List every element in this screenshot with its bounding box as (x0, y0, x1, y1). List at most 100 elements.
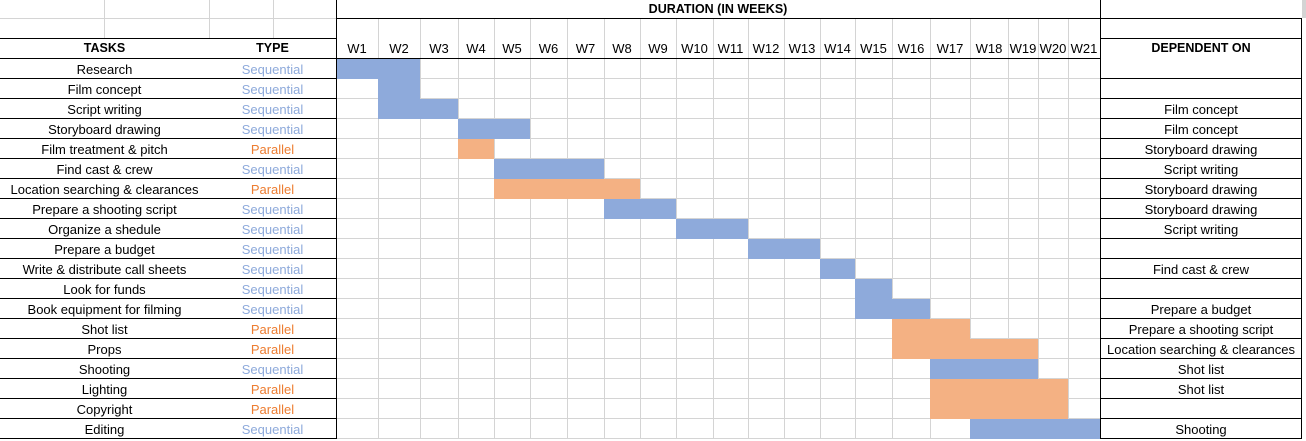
task-name: Research (76, 61, 133, 77)
task-type: Sequential (241, 301, 304, 317)
border (0, 278, 209, 279)
task-type: Sequential (241, 61, 304, 77)
week-header-w2: W2 (389, 40, 409, 56)
task-name: Props (87, 341, 122, 357)
gridline (336, 398, 1100, 399)
bar-look-for-funds (855, 279, 892, 299)
gridline (336, 158, 1100, 159)
border (1100, 38, 1302, 39)
task-type: Sequential (241, 121, 304, 137)
week-header-w15: W15 (860, 40, 887, 56)
gridline (336, 138, 1100, 139)
task-name: Look for funds (63, 281, 146, 297)
bar-organize-a-shedule (676, 219, 748, 239)
task-type: Sequential (241, 161, 304, 177)
bar-find-cast-crew (494, 159, 604, 179)
gridline (209, 0, 210, 38)
bar-prepare-a-budget (748, 239, 820, 259)
border (209, 198, 336, 199)
week-header-w7: W7 (575, 40, 596, 56)
border (209, 398, 336, 399)
bar-editing (970, 419, 1100, 439)
bar-film-treatment-pitch (458, 139, 494, 159)
gridline (336, 218, 1100, 219)
bar-storyboard-drawing (458, 119, 530, 139)
gridline (930, 18, 931, 438)
task-type: Sequential (241, 261, 304, 277)
week-header-w4: W4 (466, 40, 486, 56)
dependent-on: Film concept (1164, 121, 1238, 137)
border (1100, 378, 1302, 379)
week-header-w10: W10 (681, 40, 708, 56)
border (209, 158, 336, 159)
bar-write-distribute-call-sheets (820, 259, 855, 279)
gridline (336, 78, 1100, 79)
border (1301, 18, 1302, 439)
border (0, 78, 209, 79)
dependent-on: Find cast & crew (1152, 261, 1250, 277)
border (209, 278, 336, 279)
gridline (640, 18, 641, 438)
bar-lighting (930, 379, 1068, 399)
task-type: Sequential (241, 221, 304, 237)
task-type: Sequential (241, 81, 304, 97)
gridline (336, 318, 1100, 319)
dependent-on: Shooting (1175, 421, 1227, 437)
bar-copyright (930, 399, 1068, 419)
border (0, 178, 209, 179)
dependent-on: Shot list (1177, 381, 1225, 397)
dependent-on: Script writing (1163, 221, 1239, 237)
gridline (0, 18, 336, 19)
bar-location-searching-clearances (494, 179, 640, 199)
border (1100, 238, 1302, 239)
border (1100, 198, 1302, 199)
task-name: Storyboard drawing (48, 121, 161, 137)
border (0, 318, 209, 319)
border (336, 18, 1302, 19)
task-type: Parallel (250, 341, 295, 357)
dependent-on (1100, 279, 1302, 299)
task-name: Find cast & crew (56, 161, 153, 177)
bar-research (336, 59, 420, 79)
border (0, 238, 209, 239)
task-name: Prepare a shooting script (32, 201, 177, 217)
border (1100, 318, 1302, 319)
border (209, 358, 336, 359)
border (1100, 98, 1302, 99)
border (1100, 298, 1302, 299)
border (209, 298, 336, 299)
task-name: Shot list (81, 321, 128, 337)
week-header-w8: W8 (612, 40, 632, 56)
gridline (855, 18, 856, 438)
gridline (336, 358, 1100, 359)
border (209, 418, 336, 419)
gridline (1302, 0, 1306, 18)
gridline (458, 18, 459, 438)
border (209, 378, 336, 379)
task-name: Film concept (67, 81, 142, 97)
gridline (420, 18, 421, 438)
gridline (336, 118, 1100, 119)
gridline (1038, 18, 1039, 438)
dependent-on (1100, 239, 1302, 259)
border (0, 438, 209, 439)
border (1100, 118, 1302, 119)
week-header-w11: W11 (717, 40, 744, 56)
dependent-on: Storyboard drawing (1144, 141, 1258, 157)
dependent-on: Film concept (1164, 101, 1238, 117)
gridline (784, 18, 785, 438)
border (209, 238, 336, 239)
bar-prepare-a-shooting-script (604, 199, 676, 219)
border (209, 138, 336, 139)
border (1100, 418, 1302, 419)
border (0, 298, 209, 299)
dependent-on (1100, 79, 1302, 99)
task-name: Copyright (76, 401, 133, 417)
task-name: Organize a shedule (48, 221, 161, 237)
task-type: Parallel (250, 381, 295, 397)
task-type: Parallel (250, 321, 295, 337)
bar-shot-list (892, 319, 970, 339)
dependent-on: Storyboard drawing (1144, 201, 1258, 217)
border (0, 418, 209, 419)
week-header-w1: W1 (347, 40, 367, 56)
